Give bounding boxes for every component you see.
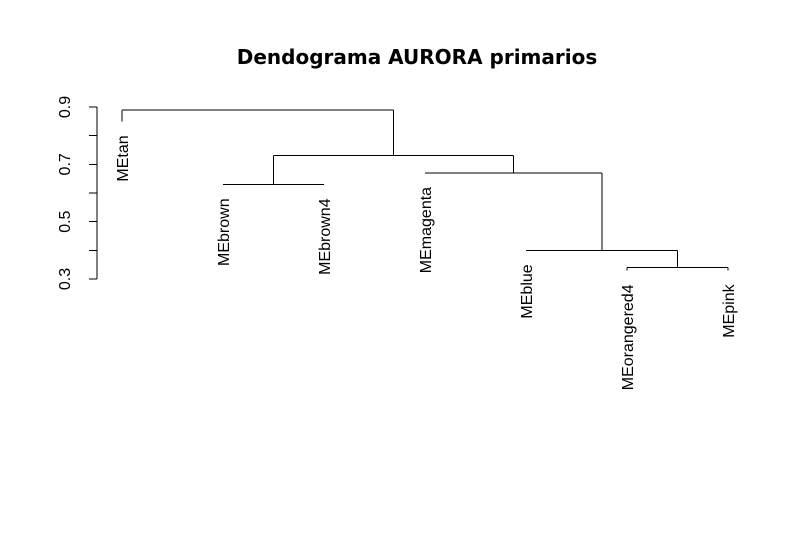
leaf-label: MEblue <box>519 264 536 318</box>
leaf-label: MEtan <box>115 135 132 181</box>
y-tick-label: 0.9 <box>57 96 74 118</box>
y-tick-label: 0.3 <box>57 268 74 290</box>
dendrogram-tree <box>121 109 729 271</box>
leaf-label: MEbrown <box>216 198 233 266</box>
chart-title: Dendograma AURORA primarios <box>237 45 598 69</box>
leaf-label: MEpink <box>721 283 738 337</box>
leaf-labels: MEtan MEbrown MEbrown4 MEmagenta MEblue MEora… <box>115 135 738 390</box>
y-tick-label: 0.7 <box>57 153 74 175</box>
leaf-label: MEbrown4 <box>317 198 334 275</box>
leaf-label: MEorangered4 <box>620 284 637 390</box>
y-axis: 0.3 0.5 0.7 0.9 <box>57 96 98 290</box>
leaf-label: MEmagenta <box>418 187 435 273</box>
y-tick-label: 0.5 <box>57 210 74 232</box>
